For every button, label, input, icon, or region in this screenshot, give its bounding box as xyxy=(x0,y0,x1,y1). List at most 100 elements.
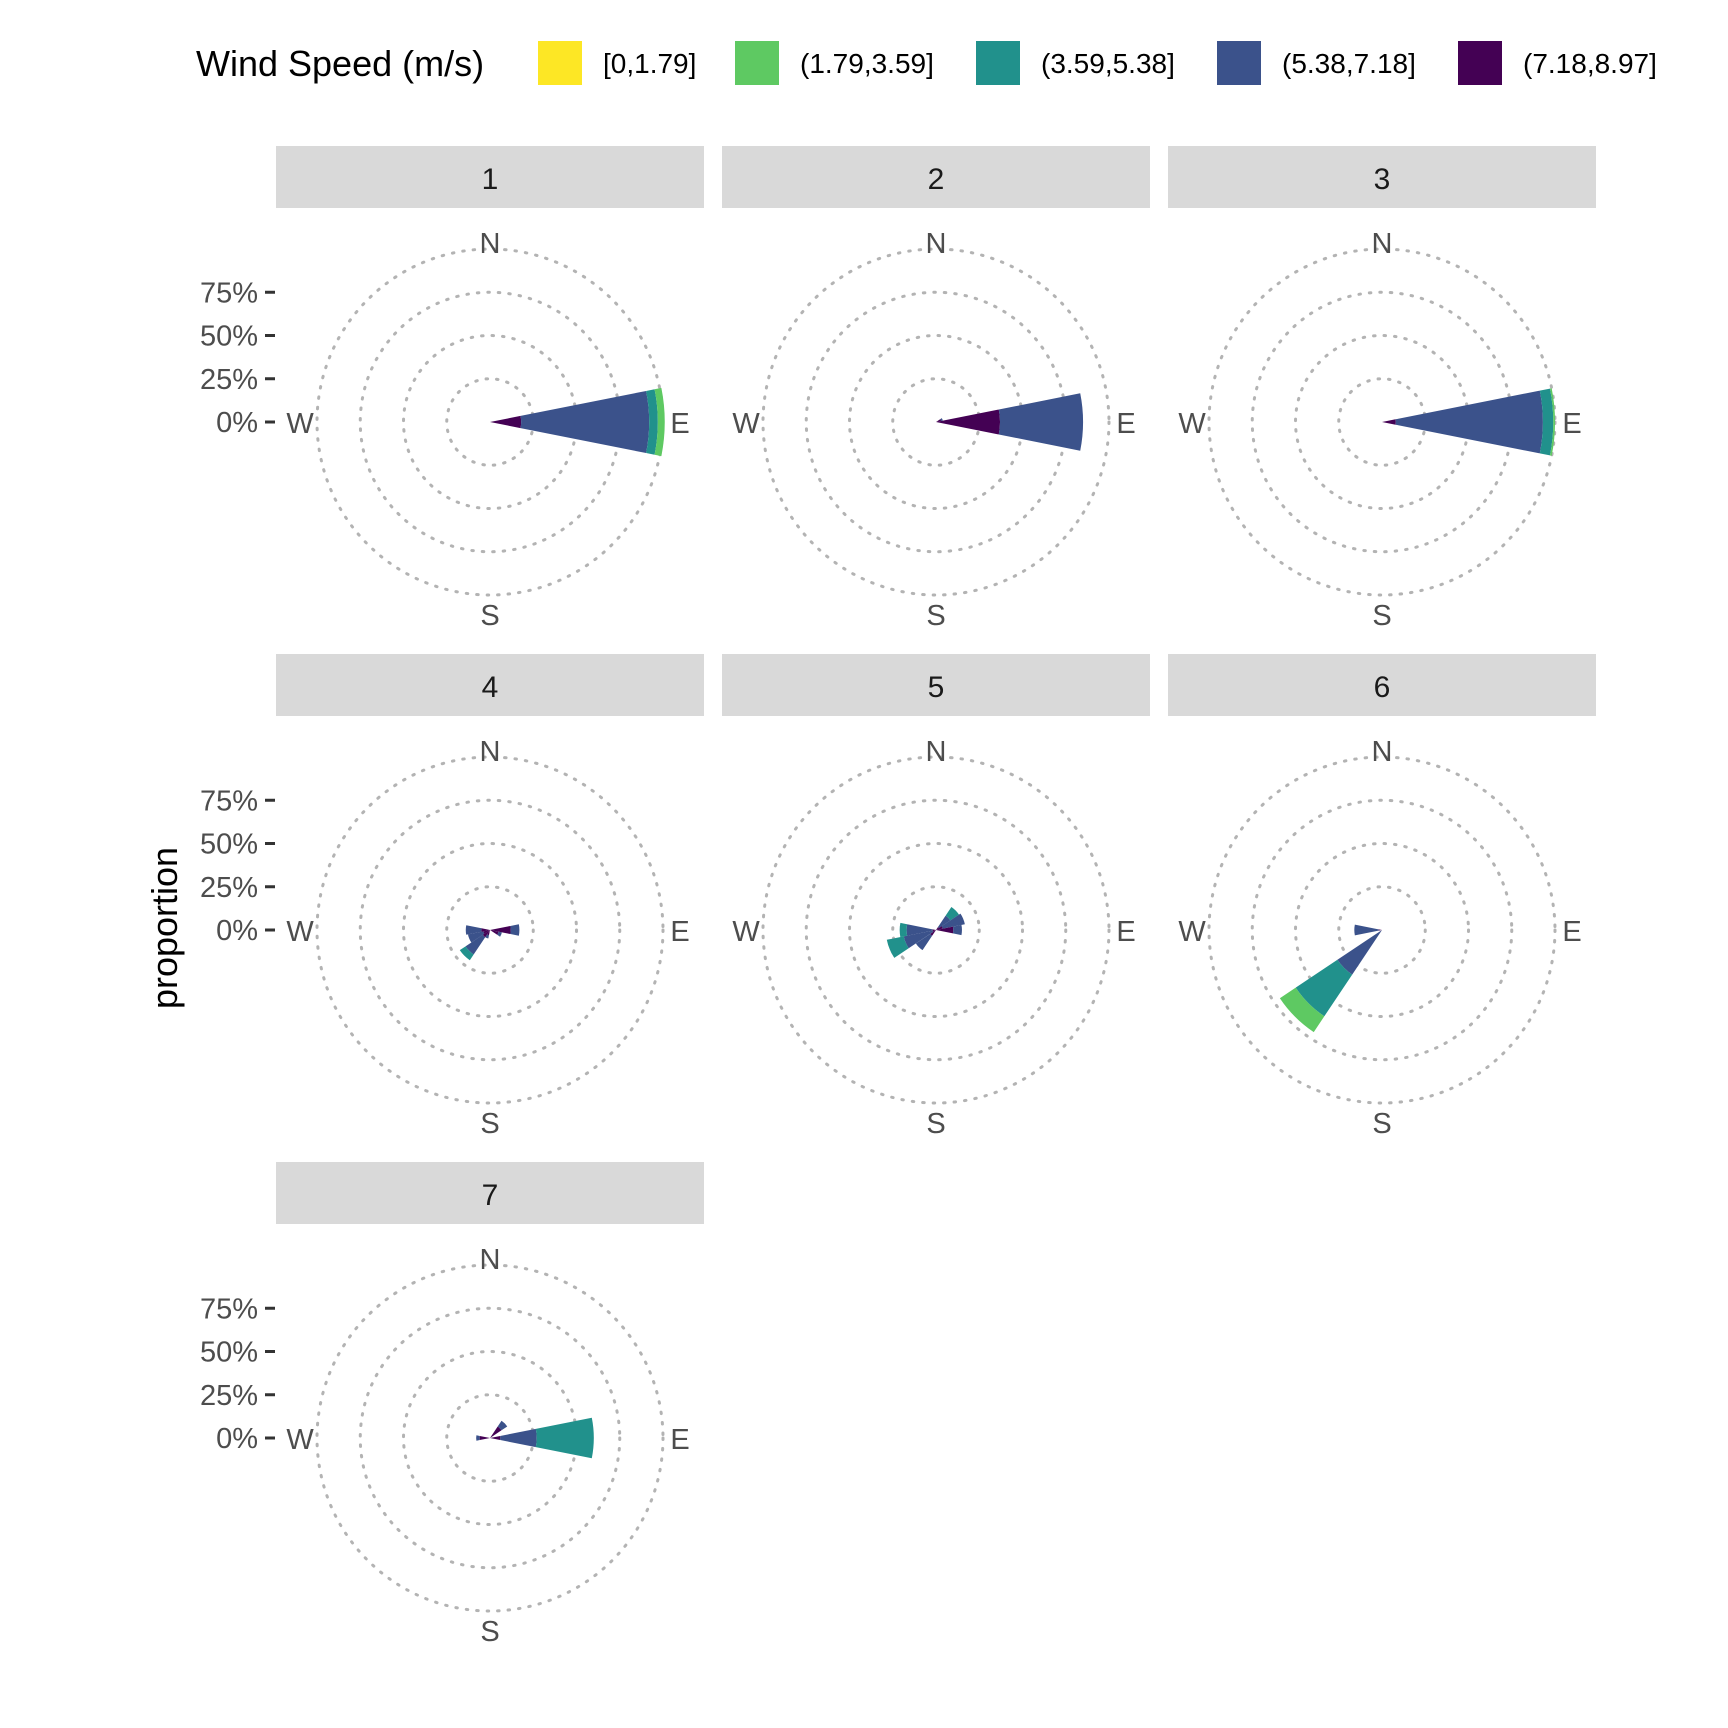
facet-panel-6: 6 N S E W xyxy=(1168,654,1596,1140)
legend-label-1: [0,1.79] xyxy=(603,48,696,79)
wind-sector-bar xyxy=(1378,929,1382,931)
wind-sector-bar xyxy=(479,1435,490,1441)
legend-items: [0,1.79] (1.79,3.59] (3.59,5.38] (5.38,7.18… xyxy=(538,41,1657,85)
compass-south-label: S xyxy=(480,1616,499,1648)
wind-sector-bar xyxy=(932,930,936,932)
facet-strip xyxy=(1168,654,1596,716)
wind-sector-bar xyxy=(490,415,522,429)
wind-sector-bar xyxy=(937,915,951,929)
compass-east-label: E xyxy=(1116,408,1135,440)
compass-east-label: E xyxy=(670,916,689,948)
compass-east-label: E xyxy=(670,1424,689,1456)
wind-sector-bar xyxy=(1395,390,1543,454)
facet-strip-label: 1 xyxy=(482,163,499,196)
legend: Wind Speed (m/s) [0,1.79] (1.79,3.59] (3.5… xyxy=(196,41,1657,85)
wind-sector-bar xyxy=(535,1417,594,1459)
facet-strip xyxy=(276,1162,704,1224)
facet-strip xyxy=(276,146,704,208)
compass-west-label: W xyxy=(732,916,760,948)
facet-strip-label: 4 xyxy=(482,671,499,704)
wind-sector-bar xyxy=(915,933,933,951)
wind-sector-bar xyxy=(1539,388,1554,456)
wind-sector-bar xyxy=(482,930,490,938)
facet-strip xyxy=(1168,146,1596,208)
compass-south-label: S xyxy=(480,600,499,632)
wind-sector-bar xyxy=(467,931,485,943)
compass-south-label: S xyxy=(480,1108,499,1140)
facet-strip xyxy=(722,654,1150,716)
y-tick-label: 25% xyxy=(200,364,258,396)
facet-strip xyxy=(276,654,704,716)
facet-panel-4: 4 N S E W 0% 25% 50% 75% xyxy=(200,654,704,1140)
y-tick-label: 25% xyxy=(200,872,258,904)
facet-strip-label: 3 xyxy=(1374,163,1391,196)
wind-sector-bar xyxy=(465,925,482,935)
wind-sector-bar xyxy=(500,1428,537,1448)
wind-sector-bar xyxy=(1354,924,1379,936)
grid-circle xyxy=(315,755,665,1105)
legend-swatch-4 xyxy=(1217,41,1261,85)
grid-circle xyxy=(848,842,1024,1018)
y-tick-label: 50% xyxy=(200,321,258,353)
compass-north-label: N xyxy=(1372,228,1393,260)
legend-label-3: (3.59,5.38] xyxy=(1041,48,1175,79)
grid-circle xyxy=(358,798,622,1062)
facet-panel-2: 2 N S E W xyxy=(722,146,1150,632)
wind-sector-bar xyxy=(487,930,490,936)
facet-strip-label: 7 xyxy=(482,1179,499,1212)
compass-north-label: N xyxy=(1372,736,1393,768)
wind-sector-bar xyxy=(465,934,486,955)
y-tick-label: 50% xyxy=(200,1337,258,1369)
wind-sector-bar xyxy=(952,924,962,936)
y-tick-label: 0% xyxy=(216,1423,258,1455)
facet-panel-7: 7 N S E W 0% 25% 50% 75% xyxy=(200,1162,704,1648)
compass-east-label: E xyxy=(1562,408,1581,440)
grid-circle xyxy=(891,885,981,975)
facet-panel-3: 3 N S E W xyxy=(1168,146,1596,632)
wind-sector-bar xyxy=(1549,388,1555,456)
y-tick-label: 50% xyxy=(200,829,258,861)
compass-north-label: N xyxy=(480,1244,501,1276)
compass-south-label: S xyxy=(1372,600,1391,632)
facet-strip-label: 2 xyxy=(928,163,945,196)
wind-sector-bar xyxy=(490,1426,502,1438)
y-tick-label: 0% xyxy=(216,407,258,439)
wind-sector-bar xyxy=(1382,419,1396,425)
legend-swatch-2 xyxy=(735,41,779,85)
facet-strip-label: 6 xyxy=(1374,671,1391,704)
wind-sector-bar xyxy=(945,906,960,921)
legend-title: Wind Speed (m/s) xyxy=(196,43,484,84)
facet-strip-label: 5 xyxy=(928,671,945,704)
wind-sector-bar xyxy=(1337,930,1382,975)
grid-circle xyxy=(1337,885,1427,975)
wind-sector-bar xyxy=(476,1435,480,1441)
wind-sector-bar xyxy=(936,409,1001,435)
y-tick-label: 75% xyxy=(200,785,258,817)
grid-circle xyxy=(804,798,1068,1062)
grid-circle xyxy=(445,885,535,975)
facet-strip xyxy=(722,146,1150,208)
wind-sector-bar xyxy=(490,1435,501,1441)
wind-sector-bar xyxy=(646,389,658,455)
y-tick-label: 0% xyxy=(216,915,258,947)
wind-sector-bar xyxy=(1279,987,1325,1033)
compass-west-label: W xyxy=(286,408,314,440)
grid-circle xyxy=(761,247,1111,597)
compass-north-label: N xyxy=(926,736,947,768)
legend-swatch-1 xyxy=(538,41,582,85)
grid-circle xyxy=(761,755,1111,1105)
wind-sector-bar xyxy=(497,931,502,937)
compass-east-label: E xyxy=(670,408,689,440)
compass-north-label: N xyxy=(480,736,501,768)
wind-sector-bar xyxy=(483,930,490,934)
legend-swatch-5 xyxy=(1458,41,1502,85)
legend-label-5: (7.18,8.97] xyxy=(1523,48,1657,79)
wind-sector-bar xyxy=(654,387,665,457)
wind-sector-bar xyxy=(485,934,489,939)
compass-east-label: E xyxy=(1562,916,1581,948)
compass-west-label: W xyxy=(286,916,314,948)
wind-sector-bar xyxy=(940,418,943,421)
compass-south-label: S xyxy=(926,1108,945,1140)
facet-panel-1: 1 N S E W 0% 25% 50% 75% xyxy=(200,146,704,632)
y-axis-title: proportion xyxy=(144,847,185,1009)
